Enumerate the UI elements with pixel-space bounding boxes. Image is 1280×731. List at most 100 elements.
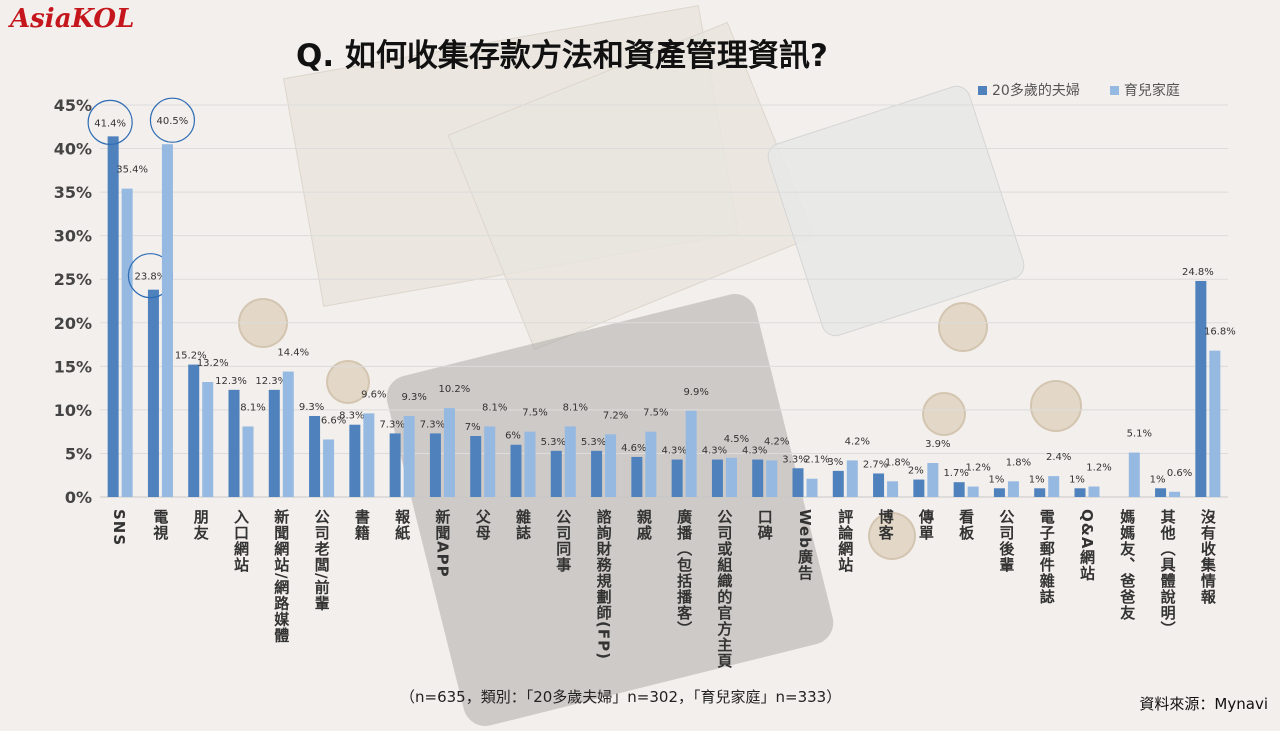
category-label: 公司老闆/前輩 [312, 509, 331, 612]
category-label: 口碑 [755, 509, 774, 541]
data-label: 7.5% [643, 408, 668, 419]
bar-series2 [806, 478, 818, 497]
data-label: 4.5% [724, 434, 749, 445]
legend-item-series1: 20多歲的夫婦 [978, 80, 1080, 100]
highlight-circle [149, 97, 196, 143]
bar-series2 [766, 460, 778, 497]
bar-series1 [550, 450, 562, 497]
category-label: 入口網站 [232, 509, 250, 573]
y-tick-label: 45% [54, 96, 92, 115]
bar-series1 [429, 433, 441, 497]
bar-series2 [846, 460, 858, 497]
bar-series2 [484, 426, 496, 497]
data-label: 16.8% [1204, 327, 1236, 338]
brand-logo: AsiaKOL [10, 4, 135, 34]
bar-series2 [645, 431, 657, 497]
bar-series1 [470, 436, 482, 497]
category-label: 傳單 [916, 509, 935, 541]
bar-series2 [1128, 452, 1140, 497]
bar-series1 [631, 456, 643, 497]
category-label: 博客 [876, 509, 895, 541]
data-label: 8.3% [339, 411, 364, 422]
data-label: 4.3% [661, 446, 686, 457]
data-label: 12.3% [255, 376, 287, 387]
data-label: 7.3% [379, 419, 404, 430]
y-tick-label: 10% [54, 401, 92, 420]
data-label: 4.3% [742, 446, 767, 457]
y-tick-label: 30% [54, 227, 92, 246]
data-label: 6% [505, 431, 521, 442]
legend-swatch-series2 [1109, 85, 1119, 95]
category-label: Q&A網站 [1078, 509, 1096, 582]
category-label: SNS [110, 509, 129, 547]
category-label: 報紙 [393, 509, 412, 541]
data-label: 1% [1029, 474, 1045, 485]
data-label: 8.1% [482, 402, 507, 413]
category-label: 電子郵件雜誌 [1037, 509, 1056, 605]
data-label: 2.7% [863, 459, 888, 470]
bar-series2 [202, 382, 214, 497]
bar-series1 [309, 415, 321, 497]
chart-title: Q. 如何收集存款方法和資產管理資訊? [296, 38, 828, 74]
category-label: 其他（具體說明） [1158, 509, 1177, 637]
data-label: 24.8% [1182, 267, 1214, 278]
bar-series2 [1088, 486, 1100, 497]
bar-series1 [953, 482, 965, 497]
category-label: 公司同事 [554, 509, 573, 573]
bar-series2 [323, 439, 335, 497]
y-tick-label: 25% [54, 270, 92, 289]
bar-series2 [242, 426, 254, 497]
data-label: 3.9% [925, 439, 950, 450]
category-label: 朋友 [191, 509, 210, 541]
data-label: 7.3% [420, 419, 445, 430]
legend-item-series2: 育兒家庭 [1109, 80, 1180, 100]
data-label: 5.3% [541, 437, 566, 448]
category-label: 公司或組織的官方主頁 [715, 509, 734, 669]
bar-series2 [1209, 350, 1221, 497]
y-tick-label: 15% [54, 357, 92, 376]
bar-series1 [1074, 488, 1086, 497]
data-label: 5.3% [581, 437, 606, 448]
data-label: 9.9% [683, 387, 708, 398]
data-label: 3.3% [782, 454, 807, 465]
data-label: 35.4% [116, 165, 148, 176]
category-label: 新聞網站/網路媒體 [272, 509, 291, 644]
source-note: 資料來源：Mynavi [1139, 695, 1268, 713]
category-label: 廣播（包括播客） [675, 509, 694, 637]
bar-series1 [228, 389, 240, 497]
bar-series1 [1195, 280, 1207, 497]
data-label: 6.6% [321, 416, 346, 427]
legend-swatch-series1 [978, 85, 987, 95]
data-label: 9.3% [299, 402, 324, 413]
bar-series2 [443, 408, 455, 497]
data-label: 4.3% [702, 446, 727, 457]
bar-series1 [711, 459, 723, 497]
bar-series2 [524, 431, 536, 497]
data-label: 4.2% [845, 436, 870, 447]
data-label: 7% [465, 422, 481, 433]
data-label: 7.2% [603, 410, 628, 421]
bar-series1 [349, 424, 361, 497]
bar-series2 [1169, 491, 1181, 497]
category-label: 新聞APP [433, 509, 452, 578]
y-tick-label: 0% [65, 488, 92, 507]
category-label: 媽媽友、爸爸友 [1118, 509, 1137, 621]
category-label: 書籍 [352, 509, 371, 541]
data-label: 4.2% [764, 436, 789, 447]
data-label: 4.6% [621, 443, 646, 454]
y-tick-label: 20% [54, 314, 92, 333]
data-label: 2.1% [804, 455, 829, 466]
data-label: 10.2% [439, 384, 471, 395]
category-label: 雜誌 [514, 509, 532, 541]
bar-series2 [927, 463, 939, 497]
data-label: 2.4% [1046, 452, 1071, 463]
bar-series1 [752, 459, 764, 497]
category-label: 親戚 [634, 509, 653, 541]
bar-series2 [725, 457, 737, 497]
category-label: 沒有收集情報 [1198, 509, 1217, 605]
bar-series1 [147, 289, 159, 497]
category-label: Web廣告 [796, 509, 814, 581]
category-label: 電視 [151, 509, 170, 541]
bar-series2 [282, 371, 294, 497]
